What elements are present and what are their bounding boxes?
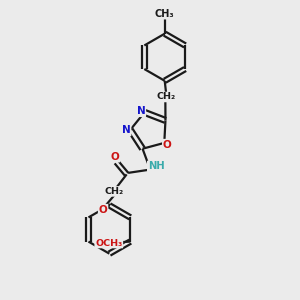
Text: NH: NH: [148, 161, 164, 171]
Text: N: N: [136, 106, 145, 116]
Text: O: O: [110, 152, 119, 162]
Text: CH₃: CH₃: [155, 9, 175, 19]
Text: OCH₃: OCH₃: [95, 238, 122, 247]
Text: O: O: [99, 205, 107, 215]
Text: CH₂: CH₂: [157, 92, 176, 101]
Text: O: O: [163, 140, 172, 150]
Text: N: N: [122, 125, 130, 135]
Text: CH₂: CH₂: [105, 187, 124, 196]
